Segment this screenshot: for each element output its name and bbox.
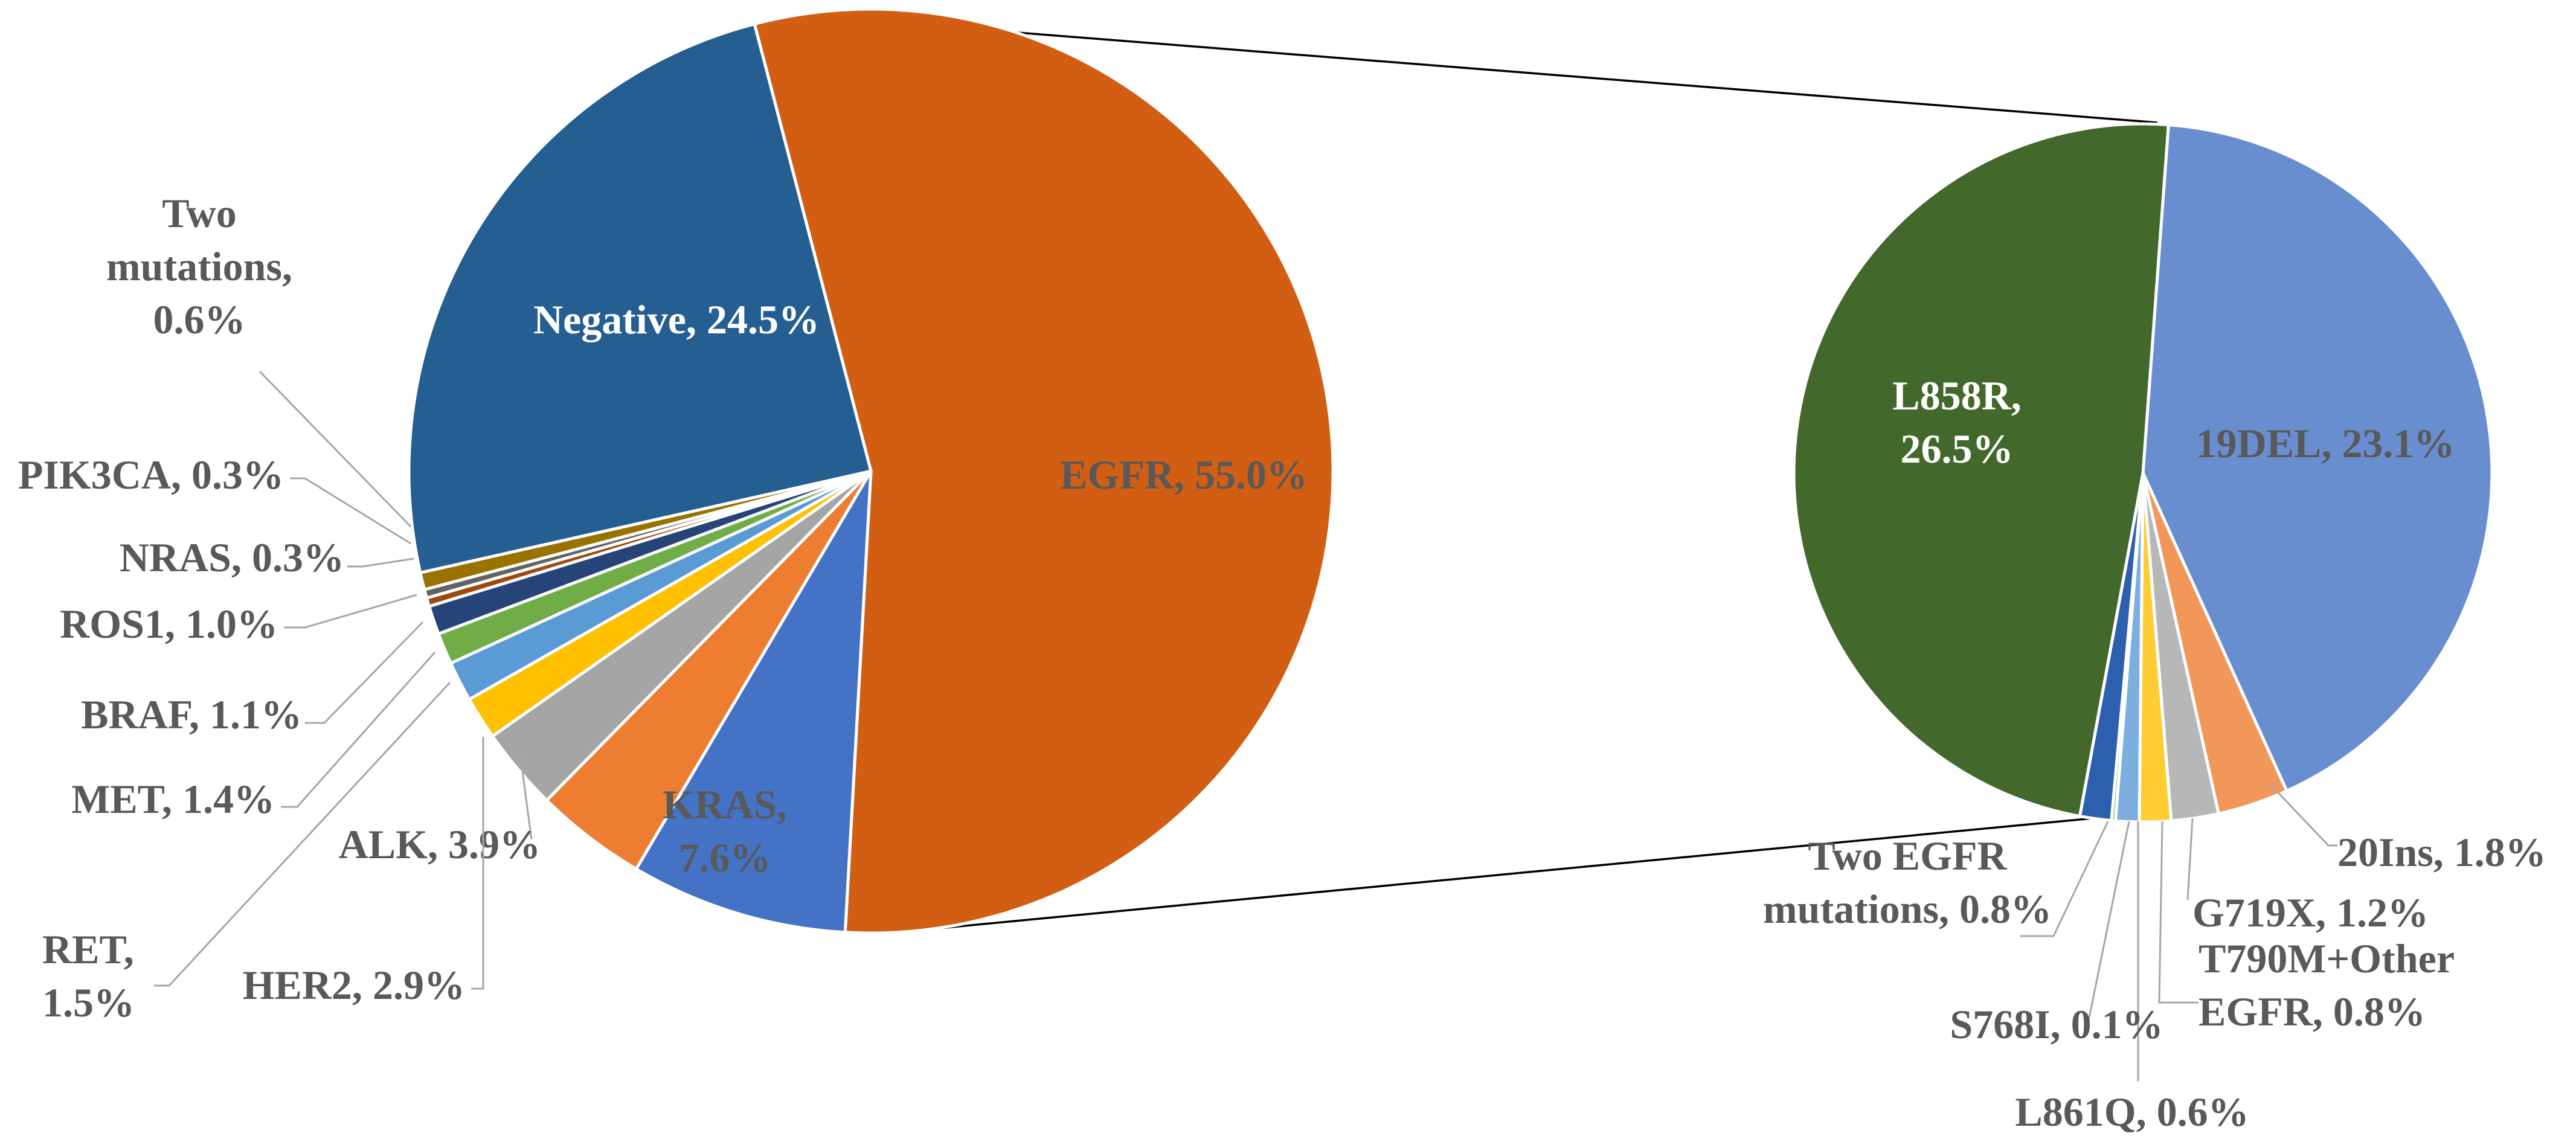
connector-lines bbox=[796, 14, 2158, 933]
slice-negative bbox=[407, 22, 873, 575]
leader-line-s768i bbox=[2086, 821, 2130, 1030]
leader-line-braf bbox=[305, 621, 424, 724]
data-label-t790m-other-egfr: T790M+Other EGFR, 0.8% bbox=[2199, 935, 2455, 1035]
data-label-two-mutations: Two mutations, 0.6% bbox=[106, 190, 292, 342]
slice-19del bbox=[2141, 123, 2494, 794]
data-label-braf: BRAF, 1.1% bbox=[81, 692, 302, 737]
data-label-19del: 19DEL, 23.1% bbox=[2196, 420, 2455, 466]
leader-line-alk bbox=[519, 757, 533, 840]
slice-kras bbox=[634, 470, 873, 934]
main-labels: EGFR, 55.0% KRAS, 7.6% ALK, 3.9% HER2, 2.9% R… bbox=[18, 190, 1308, 1025]
leader-line-g719x bbox=[2186, 818, 2194, 900]
leader-line-pik3ca bbox=[290, 477, 411, 545]
leader-line-ros1 bbox=[284, 594, 417, 629]
slice-l858r bbox=[1792, 122, 2170, 818]
slice-egfr bbox=[753, 7, 1335, 935]
leader-line-met bbox=[281, 652, 436, 808]
data-label-20ins: 20Ins, 1.8% bbox=[2337, 829, 2546, 875]
data-label-g719x: G719X, 1.2% bbox=[2192, 890, 2429, 935]
data-label-ros1: ROS1, 1.0% bbox=[60, 601, 278, 647]
main-pie bbox=[407, 7, 1335, 935]
data-label-negative: Negative, 24.5% bbox=[533, 297, 820, 342]
leader-line-two-mutations bbox=[259, 370, 412, 528]
egfr-breakdown-labels: 19DEL, 23.1% 20Ins, 1.8% G719X, 1.2%T790M+… bbox=[1763, 373, 2546, 1135]
data-label-egfr: EGFR, 55.0% bbox=[1060, 452, 1308, 498]
data-label-l858r: L858R, 26.5% bbox=[1892, 373, 2021, 472]
data-label-nras: NRAS, 0.3% bbox=[120, 534, 344, 580]
data-label-two-egfr-mutations: Two EGFR mutations, 0.8% bbox=[1763, 833, 2052, 932]
leader-line-t790m-other-egfr bbox=[2158, 821, 2199, 1004]
data-label-met: MET, 1.4% bbox=[71, 776, 275, 822]
connector-line-bottom bbox=[901, 817, 2093, 933]
data-label-her2: HER2, 2.9% bbox=[243, 962, 465, 1008]
data-label-l861q: L861Q, 0.6% bbox=[2015, 1089, 2249, 1135]
slice-alk bbox=[544, 470, 873, 871]
leader-line-her2 bbox=[471, 737, 484, 990]
data-label-pik3ca: PIK3CA, 0.3% bbox=[18, 452, 284, 498]
leader-line-ret bbox=[154, 681, 451, 987]
connector-line-top bbox=[796, 14, 2158, 124]
data-label-alk: ALK, 3.9% bbox=[339, 821, 541, 867]
leader-line-two-egfr-mutations bbox=[2020, 821, 2109, 937]
data-label-kras: KRAS, 7.6% bbox=[663, 781, 787, 881]
leader-line-nras bbox=[347, 557, 414, 568]
leader-line-20ins bbox=[2270, 784, 2337, 847]
egfr-breakdown-pie bbox=[1792, 122, 2494, 824]
data-label-s768i: S768I, 0.1% bbox=[1950, 1001, 2163, 1047]
data-label-ret: RET, 1.5% bbox=[42, 926, 135, 1025]
